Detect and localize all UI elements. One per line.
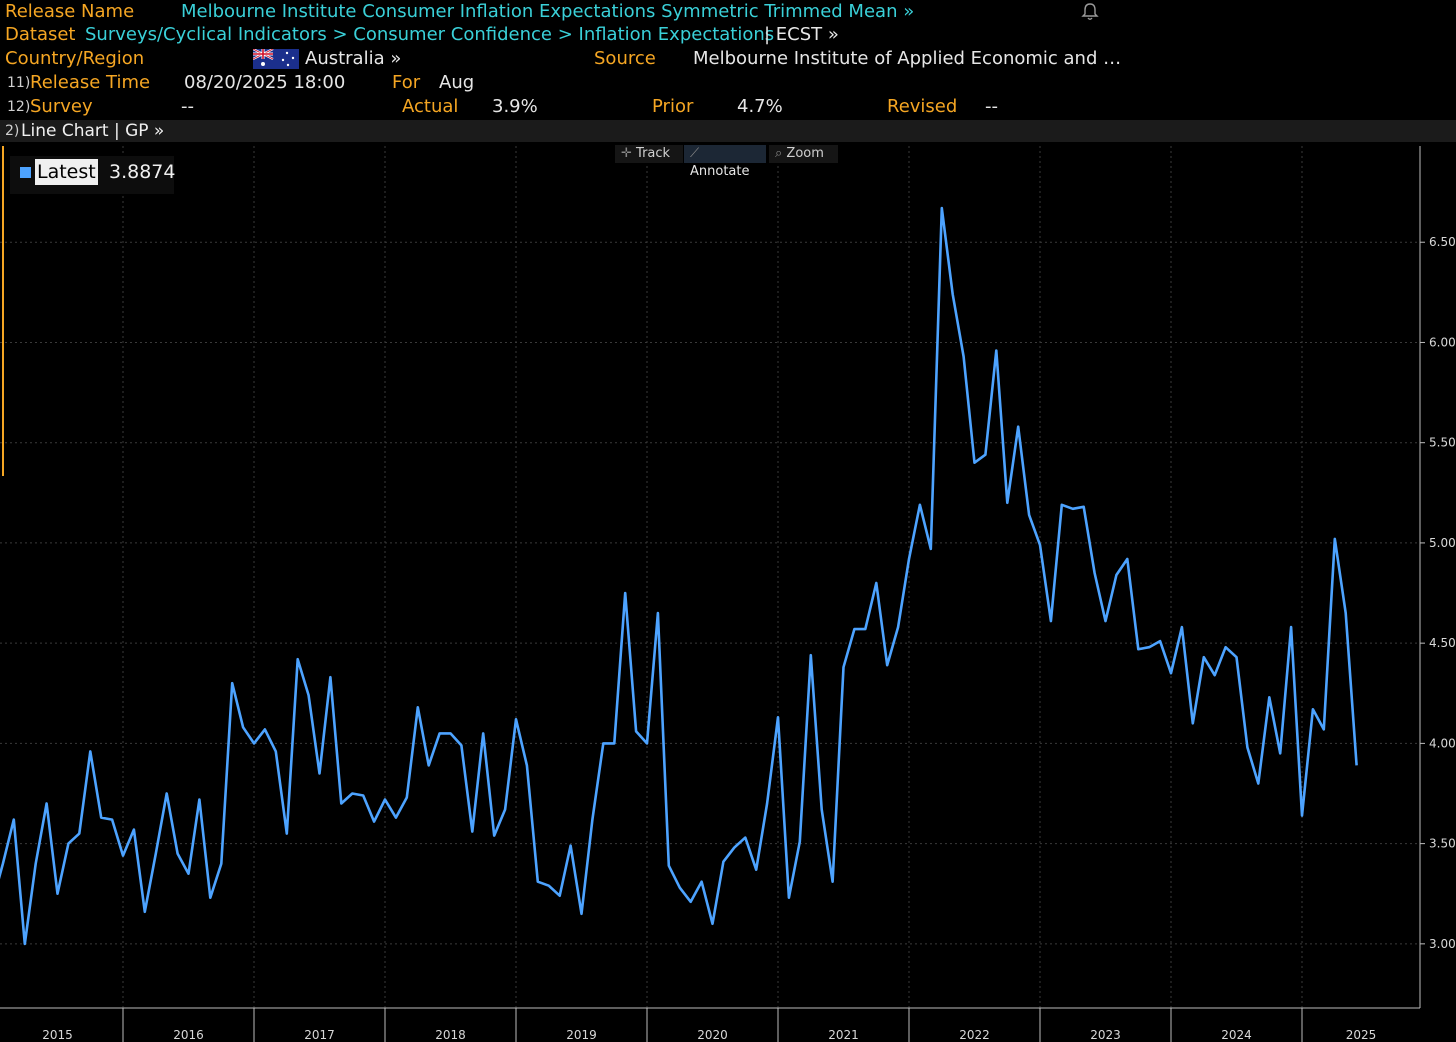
vertical-gridlines bbox=[122, 146, 1303, 1008]
zoom-label: Zoom bbox=[786, 146, 824, 161]
country-link[interactable]: Australia » bbox=[305, 48, 402, 69]
y-tick-label: 5.50 bbox=[1429, 436, 1456, 450]
source-label: Source bbox=[594, 48, 656, 69]
prior-label: Prior bbox=[652, 96, 694, 117]
revised-value: -- bbox=[985, 96, 998, 117]
actual-value: 3.9% bbox=[492, 96, 538, 117]
x-tick-label: 2016 bbox=[173, 1028, 204, 1042]
annotate-button[interactable]: ⟋ Annotate bbox=[684, 145, 766, 179]
y-tick-label: 4.50 bbox=[1429, 636, 1456, 650]
track-button[interactable]: ✛ Track bbox=[615, 145, 683, 163]
release-name-label: Release Name bbox=[5, 1, 135, 22]
orange-marker-bar bbox=[2, 146, 4, 476]
crosshair-icon: ✛ bbox=[621, 146, 632, 161]
zoom-button[interactable]: ⌕ Zoom bbox=[769, 145, 838, 163]
x-tick-label: 2019 bbox=[566, 1028, 597, 1042]
x-tick-label: 2015 bbox=[42, 1028, 73, 1042]
survey-label[interactable]: Survey bbox=[30, 96, 93, 117]
x-tick-label: 2024 bbox=[1221, 1028, 1252, 1042]
dataset-path-link[interactable]: Surveys/Cyclical Indicators > Consumer C… bbox=[85, 24, 775, 45]
legend-swatch bbox=[20, 167, 31, 178]
x-tick-label: 2023 bbox=[1090, 1028, 1121, 1042]
for-value: Aug bbox=[439, 72, 475, 93]
series-line bbox=[0, 206, 1358, 946]
for-label: For bbox=[392, 72, 421, 93]
actual-label: Actual bbox=[402, 96, 459, 117]
legend[interactable]: Latest 3.8874 bbox=[10, 156, 176, 194]
legend-series-name: Latest bbox=[35, 159, 98, 185]
survey-value: -- bbox=[181, 96, 194, 117]
x-tick-label: 2022 bbox=[959, 1028, 990, 1042]
x-tick-label: 2020 bbox=[697, 1028, 728, 1042]
y-tick-label: 4.00 bbox=[1429, 736, 1456, 750]
line-chart[interactable]: 3.003.504.004.505.005.506.006.50 2015 201… bbox=[0, 142, 1456, 1042]
chart-title-bar: 2) Line Chart | GP » bbox=[0, 120, 1456, 142]
chart-type-link[interactable]: Line Chart | GP » bbox=[21, 121, 165, 141]
y-axis-ticks: 3.00 3.50 4.00 4.50 5.00 5.50 6.00 6.50 bbox=[1420, 235, 1456, 951]
y-tick-label: 5.00 bbox=[1429, 536, 1456, 550]
x-tick-label: 2021 bbox=[828, 1028, 859, 1042]
pencil-icon: ⟋ bbox=[690, 146, 700, 161]
x-tick-label: 2017 bbox=[304, 1028, 335, 1042]
release-time-label[interactable]: Release Time bbox=[30, 72, 151, 93]
release-time-number: 11) bbox=[7, 75, 31, 91]
x-tick-label: 2025 bbox=[1346, 1028, 1377, 1042]
dataset-ticker-link[interactable]: | ECST » bbox=[764, 24, 839, 45]
track-label: Track bbox=[636, 146, 671, 161]
source-value: Melbourne Institute of Applied Economic … bbox=[693, 48, 1122, 69]
country-label: Country/Region bbox=[5, 48, 145, 69]
y-tick-label: 6.50 bbox=[1429, 235, 1456, 249]
annotate-label: Annotate bbox=[690, 164, 750, 179]
header-panel: Release Name Melbourne Institute Consume… bbox=[0, 0, 1456, 120]
prior-value: 4.7% bbox=[737, 96, 783, 117]
revised-label: Revised bbox=[887, 96, 958, 117]
survey-number: 12) bbox=[7, 99, 31, 115]
y-tick-label: 3.00 bbox=[1429, 937, 1456, 951]
bell-icon[interactable] bbox=[1080, 2, 1100, 22]
y-tick-label: 6.00 bbox=[1429, 335, 1456, 349]
legend-latest-value: 3.8874 bbox=[109, 161, 176, 183]
x-tick-label: 2018 bbox=[435, 1028, 466, 1042]
release-name-link[interactable]: Melbourne Institute Consumer Inflation E… bbox=[181, 1, 915, 22]
dataset-label: Dataset bbox=[5, 24, 76, 45]
x-axis-ticks: 2015 2016 2017 2018 2019 2020 2021 2022 2023 2024… bbox=[42, 1008, 1376, 1042]
release-time-value: 08/20/2025 18:00 bbox=[184, 72, 346, 93]
australia-flag-icon bbox=[253, 49, 299, 69]
chart-bar-number: 2) bbox=[5, 123, 20, 139]
y-tick-label: 3.50 bbox=[1429, 837, 1456, 851]
horizontal-gridlines bbox=[0, 241, 1420, 945]
magnifier-icon: ⌕ bbox=[775, 146, 783, 161]
series-latest bbox=[0, 206, 1358, 946]
